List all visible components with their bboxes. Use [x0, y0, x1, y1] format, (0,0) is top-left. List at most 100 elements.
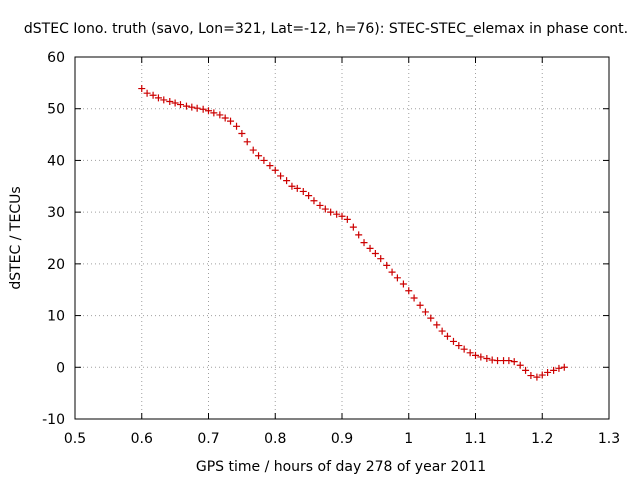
y-tick-label: 40: [47, 153, 65, 169]
data-point: [550, 366, 558, 374]
data-point: [249, 146, 257, 154]
x-tick-label: 1: [404, 431, 413, 447]
x-tick-label: 0.9: [331, 431, 353, 447]
data-point: [343, 215, 351, 223]
data-point: [416, 301, 424, 309]
data-point: [171, 99, 179, 107]
y-tick-label: 20: [47, 257, 65, 273]
y-tick-label: 50: [47, 102, 65, 118]
data-point: [160, 96, 168, 104]
data-point: [433, 321, 441, 329]
data-point: [233, 122, 241, 130]
data-point: [505, 357, 513, 365]
data-point: [182, 102, 190, 110]
x-tick-label: 1.2: [531, 431, 553, 447]
data-point: [449, 337, 457, 345]
data-point: [349, 223, 357, 231]
data-point: [377, 255, 385, 263]
data-point: [205, 107, 212, 115]
data-point: [166, 97, 174, 105]
data-series: [138, 85, 568, 381]
data-point: [477, 353, 485, 361]
y-tick-label: 10: [47, 309, 65, 325]
data-point: [555, 364, 563, 372]
data-point: [560, 363, 568, 371]
data-point: [527, 372, 535, 380]
x-tick-label: 1.3: [598, 431, 620, 447]
data-point: [321, 205, 329, 213]
x-tick-label: 0.8: [264, 431, 286, 447]
data-point: [154, 94, 162, 102]
data-point: [360, 239, 368, 247]
y-tick-label: 30: [47, 205, 65, 221]
data-point: [355, 231, 363, 239]
data-point: [472, 351, 479, 359]
data-point: [538, 371, 546, 379]
data-point: [455, 342, 463, 350]
axis-ticks: [74, 56, 610, 420]
data-point: [143, 89, 151, 97]
data-point: [266, 162, 274, 170]
data-point: [238, 130, 246, 138]
y-axis-label: dSTEC / TECUs: [8, 186, 24, 289]
x-tick-label: 0.6: [131, 431, 153, 447]
data-point: [460, 345, 468, 353]
data-point: [388, 268, 396, 276]
data-point: [299, 187, 307, 195]
chart-title: dSTEC Iono. truth (savo, Lon=321, Lat=-1…: [24, 21, 628, 37]
data-point: [544, 368, 552, 376]
grid: [75, 57, 609, 419]
data-point: [149, 91, 157, 99]
data-point: [393, 274, 401, 282]
data-point: [305, 192, 313, 200]
x-tick-label: 1.1: [464, 431, 486, 447]
x-tick-labels: 0.5 0.6 0.7 0.8 0.9 1 1.1 1.2 1.3: [64, 431, 620, 447]
data-point: [271, 166, 279, 174]
data-point: [333, 210, 341, 218]
data-point: [138, 85, 146, 93]
data-point: [516, 361, 524, 369]
data-point: [310, 197, 318, 205]
data-point: [176, 101, 184, 109]
x-tick-label: 0.5: [64, 431, 86, 447]
data-point: [260, 156, 268, 164]
data-point: [210, 109, 218, 117]
data-point: [193, 104, 201, 112]
data-point: [227, 117, 235, 125]
data-point: [427, 314, 435, 322]
data-point: [216, 111, 224, 119]
data-point: [510, 358, 518, 366]
data-point: [494, 357, 502, 365]
data-point: [199, 105, 207, 113]
y-tick-label: 0: [56, 360, 65, 376]
data-point: [371, 250, 379, 258]
data-point: [466, 349, 474, 357]
y-tick-labels: -10 0 10 20 30 40 50 60: [42, 50, 65, 428]
data-point: [283, 177, 291, 185]
data-point: [405, 287, 413, 295]
data-point: [399, 280, 407, 288]
data-point: [483, 354, 491, 362]
data-point: [410, 294, 418, 302]
data-point: [438, 327, 446, 335]
data-point: [316, 201, 324, 209]
data-point: [338, 212, 346, 220]
data-point: [443, 332, 451, 340]
data-point: [383, 261, 391, 269]
data-point: [533, 373, 541, 381]
data-point: [522, 366, 530, 374]
x-tick-label: 0.7: [197, 431, 219, 447]
data-point: [221, 114, 229, 122]
data-point: [243, 138, 251, 146]
data-point: [288, 182, 296, 190]
x-axis-label: GPS time / hours of day 278 of year 2011: [196, 459, 486, 475]
data-point: [293, 184, 301, 192]
data-point: [327, 208, 335, 216]
data-point: [277, 172, 285, 180]
data-point: [421, 308, 429, 316]
data-point: [366, 244, 374, 252]
data-point: [255, 152, 263, 160]
y-tick-label: -10: [42, 412, 65, 428]
y-tick-label: 60: [47, 50, 65, 66]
